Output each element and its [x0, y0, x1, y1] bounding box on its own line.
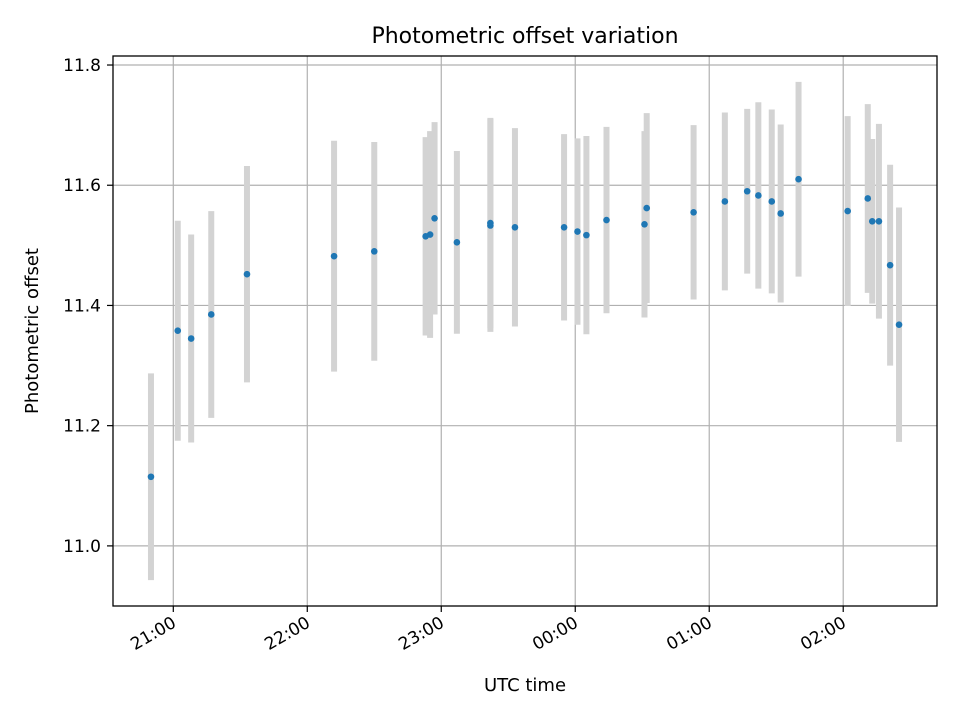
data-point [431, 214, 438, 222]
data-point [574, 228, 581, 235]
data-point [511, 224, 519, 231]
data-point [174, 327, 182, 334]
data-point [643, 204, 651, 212]
data-point [583, 231, 590, 239]
data-point [743, 187, 751, 195]
data-point [868, 218, 876, 225]
x-tick-label: 02:00 [797, 613, 849, 655]
data-point [844, 207, 851, 215]
y-axis-ticks: 11.0 11.2 11.4 11.6 11.8 [63, 56, 113, 557]
data-point [426, 231, 434, 238]
data-point [886, 261, 894, 269]
data-point [243, 270, 251, 278]
data-point [187, 335, 195, 342]
data-point [690, 208, 697, 216]
data-point [641, 221, 648, 228]
x-axis-ticks: 21:00 22:00 23:00 00:00 01:00 02:00 [127, 606, 850, 655]
data-point [487, 219, 494, 227]
y-tick-label: 11.6 [63, 176, 101, 196]
data-point [453, 239, 461, 246]
data-point [560, 224, 568, 231]
y-tick-label: 11.2 [63, 417, 101, 437]
data-point [330, 252, 338, 260]
x-tick-label: 22:00 [261, 613, 313, 655]
data-point [207, 311, 215, 318]
chart-title: Photometric offset variation [371, 24, 678, 49]
plot-frame [112, 55, 938, 607]
y-tick-label: 11.4 [63, 296, 101, 316]
x-axis-label: UTC time [484, 675, 566, 696]
data-point [895, 321, 903, 328]
x-tick-label: 00:00 [529, 613, 581, 655]
data-point [147, 473, 155, 481]
data-point [875, 218, 883, 225]
y-axis-label: Photometric offset [22, 248, 43, 414]
data-points [147, 175, 903, 481]
data-point [370, 248, 378, 255]
y-tick-label: 11.0 [63, 537, 101, 557]
data-point [777, 210, 784, 217]
data-point [768, 198, 776, 205]
data-point [755, 192, 762, 199]
y-tick-label: 11.8 [63, 56, 101, 76]
data-point [795, 175, 802, 183]
data-point [864, 195, 872, 202]
data-point [603, 216, 610, 224]
data-point [721, 198, 729, 205]
error-bars [147, 81, 903, 581]
x-tick-label: 01:00 [663, 613, 715, 655]
x-tick-label: 21:00 [127, 613, 179, 655]
x-tick-label: 23:00 [395, 613, 447, 655]
grid-lines [113, 56, 937, 606]
